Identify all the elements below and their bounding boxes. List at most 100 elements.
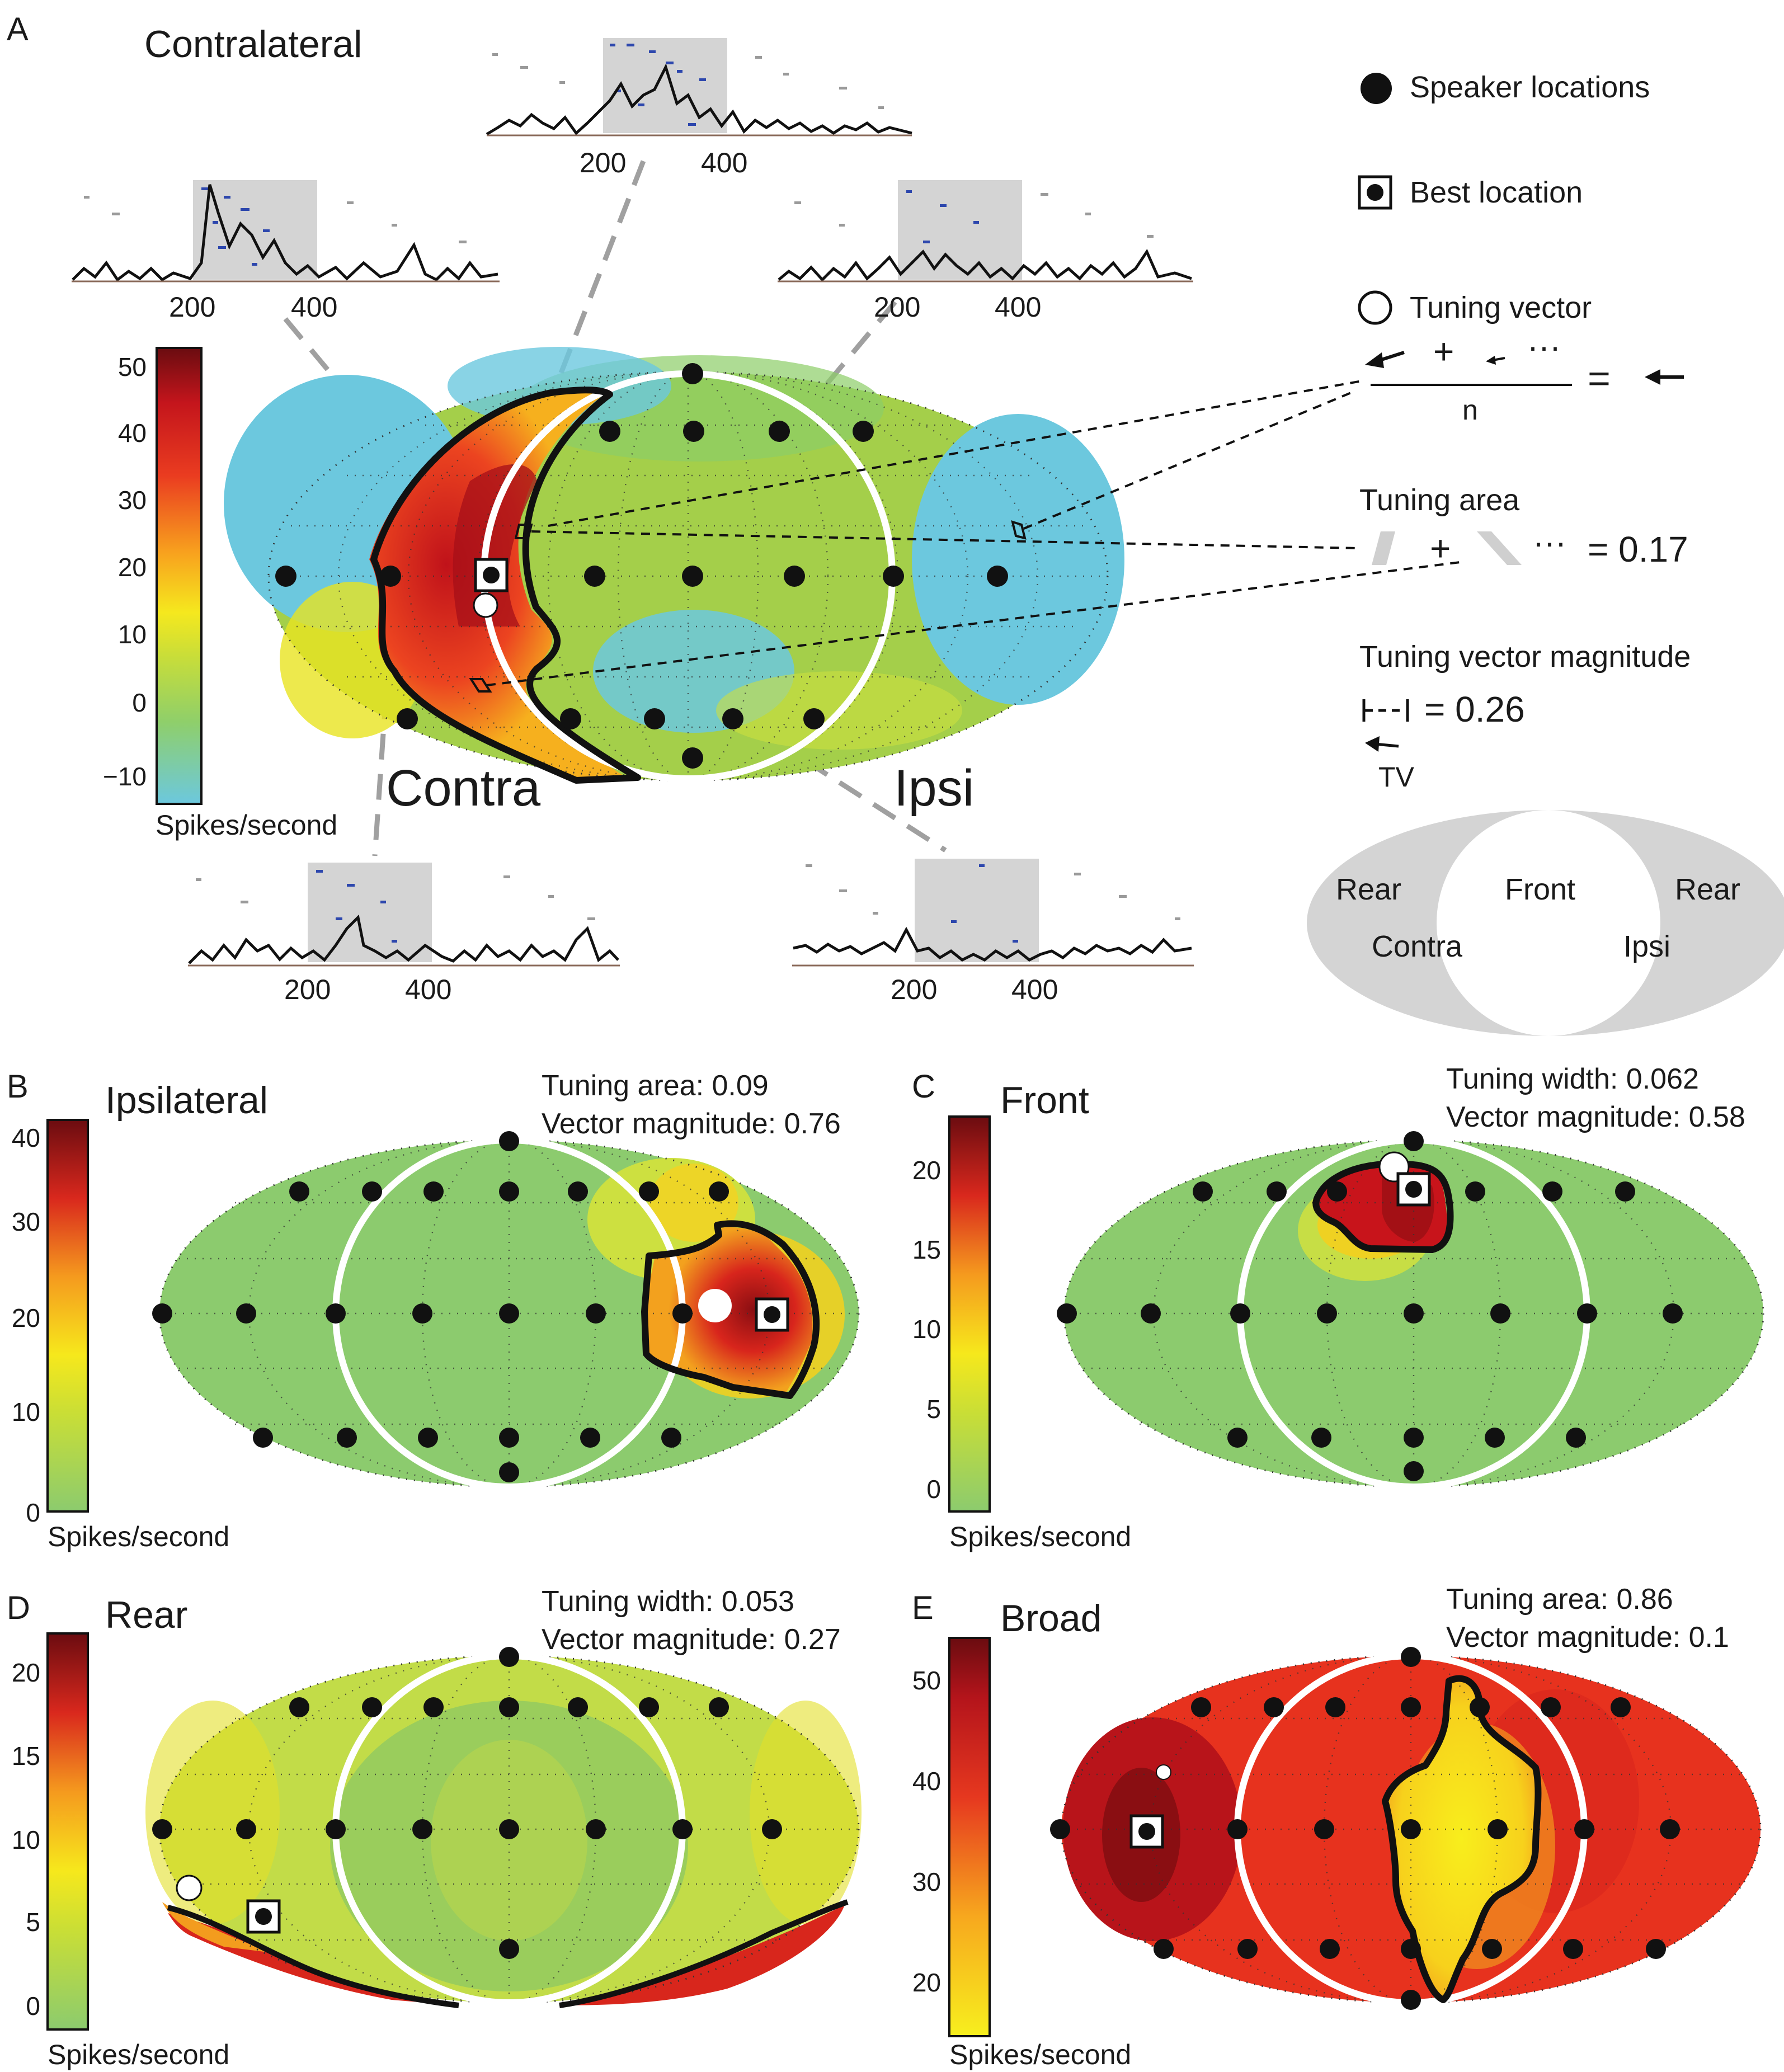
colorbar-a bbox=[156, 347, 203, 805]
colorbar-c bbox=[948, 1115, 991, 1513]
colorbar-c-tick: 10 bbox=[912, 1315, 941, 1344]
schematic-ipsi: Ipsi bbox=[1623, 930, 1670, 963]
speaker-legend-icon bbox=[1361, 73, 1392, 104]
map-e bbox=[1050, 1647, 1762, 2010]
map-c bbox=[1057, 1131, 1764, 1490]
colorbar-c-label: Spikes/second bbox=[949, 1521, 1131, 1552]
raster-right: 200 400 bbox=[778, 180, 1193, 323]
colorbar-d-tick: 0 bbox=[26, 1991, 40, 2021]
formula-n: n bbox=[1462, 394, 1478, 426]
contra-label: Contra bbox=[386, 760, 541, 817]
panel-d-title: Rear bbox=[105, 1594, 187, 1636]
panel-d-stat1: Tuning width: 0.053 bbox=[542, 1585, 794, 1618]
formula-equals: = bbox=[1588, 356, 1611, 400]
panel-a-letter: A bbox=[7, 11, 29, 48]
map-d bbox=[145, 1647, 862, 2008]
raster-left: 200 400 bbox=[72, 180, 500, 323]
panel-c-stat1: Tuning width: 0.062 bbox=[1446, 1063, 1699, 1095]
schematic-rear-right: Rear bbox=[1675, 873, 1740, 906]
colorbar-d-tick: 10 bbox=[12, 1825, 40, 1854]
colorbar-d-label: Spikes/second bbox=[48, 2039, 229, 2070]
raster-tick: 200 bbox=[580, 147, 626, 178]
colorbar-d bbox=[46, 1632, 89, 2031]
colorbar-a-tick: 30 bbox=[118, 486, 147, 515]
tuning-area-patch-2 bbox=[1477, 531, 1522, 565]
colorbar-b bbox=[46, 1119, 89, 1513]
raster-tick: 400 bbox=[1011, 974, 1058, 1005]
raster-bottom-left: 200 400 bbox=[188, 863, 620, 1005]
raster-tick: 200 bbox=[891, 974, 937, 1005]
area-dots: ··· bbox=[1533, 524, 1566, 561]
panel-b-title: Ipsilateral bbox=[105, 1079, 268, 1122]
colorbar-d-tick: 5 bbox=[26, 1908, 40, 1937]
colorbar-b-tick: 20 bbox=[12, 1303, 40, 1332]
colorbar-e-tick: 50 bbox=[912, 1666, 941, 1695]
tvm-bracket bbox=[1362, 699, 1409, 722]
tuning-vector-marker bbox=[698, 1289, 732, 1322]
panel-a: A Contralateral 50 40 30 20 10 0 −10 Spi… bbox=[7, 11, 1784, 1036]
colorbar-a-tick: 40 bbox=[118, 418, 147, 448]
panel-c-letter: C bbox=[912, 1068, 935, 1105]
raster-tick: 200 bbox=[169, 291, 215, 323]
tuning-area-value: = 0.17 bbox=[1588, 529, 1688, 569]
raster-tick: 200 bbox=[284, 974, 331, 1005]
panel-d: D Rear Tuning width: 0.053 Vector magnit… bbox=[7, 1585, 862, 2070]
legend-tuning-vector: Tuning vector bbox=[1410, 291, 1592, 324]
panel-b-stat1: Tuning area: 0.09 bbox=[542, 1070, 769, 1102]
best-location-marker bbox=[1396, 1172, 1431, 1207]
raster-tick: 400 bbox=[405, 974, 451, 1005]
tv-label: TV bbox=[1378, 761, 1415, 793]
schematic-contra: Contra bbox=[1372, 930, 1463, 963]
tvm-value: = 0.26 bbox=[1424, 689, 1525, 729]
colorbar-a-tick: −10 bbox=[103, 762, 147, 791]
legend: Speaker locations Best location Tuning v… bbox=[1358, 70, 1691, 793]
colorbar-b-label: Spikes/second bbox=[48, 1521, 229, 1552]
raster-bottom-right: 200 400 bbox=[792, 859, 1194, 1005]
schematic-rear-left: Rear bbox=[1336, 873, 1401, 906]
legend-tuning-area-title: Tuning area bbox=[1359, 483, 1520, 517]
colorbar-e-label: Spikes/second bbox=[949, 2039, 1131, 2070]
panel-c-stat2: Vector magnitude: 0.58 bbox=[1446, 1101, 1745, 1133]
colorbar-c-tick: 5 bbox=[926, 1395, 941, 1424]
panel-d-stat2: Vector magnitude: 0.27 bbox=[542, 1623, 841, 1656]
colorbar-a-tick: 20 bbox=[118, 553, 147, 582]
raster-tick: 400 bbox=[995, 291, 1041, 323]
schematic: Rear Front Rear Contra Ipsi bbox=[1307, 810, 1784, 1036]
panel-c-title: Front bbox=[1000, 1079, 1089, 1122]
raster-top: 200 400 bbox=[486, 38, 912, 178]
schematic-front: Front bbox=[1505, 873, 1575, 906]
panel-b-stat2: Vector magnitude: 0.76 bbox=[542, 1108, 841, 1140]
legend-speaker: Speaker locations bbox=[1410, 70, 1650, 104]
colorbar-e-tick: 20 bbox=[912, 1968, 941, 1997]
colorbar-d-tick: 15 bbox=[12, 1741, 40, 1770]
colorbar-a-tick: 10 bbox=[118, 620, 147, 649]
colorbar-a-ticks: 50 40 30 20 10 0 −10 bbox=[103, 352, 147, 791]
formula-dots: ··· bbox=[1527, 328, 1561, 365]
colorbar-d-tick: 20 bbox=[12, 1658, 40, 1687]
panel-e-stat1: Tuning area: 0.86 bbox=[1446, 1583, 1673, 1616]
colorbar-a-tick: 0 bbox=[132, 688, 147, 717]
raster-tick: 400 bbox=[291, 291, 337, 323]
map-b bbox=[152, 1131, 860, 1490]
panel-b: B Ipsilateral Tuning area: 0.09 Vector m… bbox=[7, 1068, 860, 1552]
legend-tvm-title: Tuning vector magnitude bbox=[1359, 640, 1691, 674]
colorbar-b-tick: 10 bbox=[12, 1397, 40, 1426]
panel-b-letter: B bbox=[7, 1068, 29, 1105]
panel-e-title: Broad bbox=[1000, 1597, 1102, 1640]
colorbar-e-tick: 30 bbox=[912, 1867, 941, 1896]
colorbar-b-tick: 40 bbox=[12, 1123, 40, 1152]
colorbar-e bbox=[948, 1637, 991, 2037]
tuning-vector-marker bbox=[473, 592, 498, 618]
colorbar-c-tick: 0 bbox=[926, 1475, 941, 1504]
map-a bbox=[224, 347, 1124, 784]
ipsi-label: Ipsi bbox=[894, 760, 974, 817]
raster-tick: 400 bbox=[701, 147, 747, 178]
tuning-vector-marker bbox=[1156, 1764, 1171, 1780]
panel-e: E Broad Tuning area: 0.86 Vector magnitu… bbox=[912, 1583, 1762, 2070]
colorbar-c-tick: 20 bbox=[912, 1156, 941, 1185]
area-plus: + bbox=[1430, 528, 1451, 568]
speaker-dots-a bbox=[275, 363, 1008, 769]
tuning-area-patch-1 bbox=[1372, 531, 1395, 565]
colorbar-c-tick: 15 bbox=[912, 1235, 941, 1264]
